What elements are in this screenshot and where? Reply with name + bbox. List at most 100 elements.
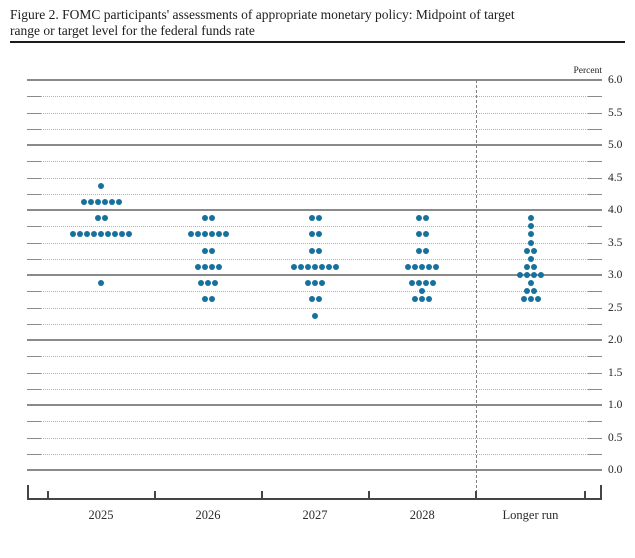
x-axis-label: Longer run xyxy=(502,508,559,522)
projection-dot xyxy=(105,231,111,238)
projection-dot xyxy=(429,280,436,287)
projection-dot xyxy=(527,231,534,238)
projection-dot xyxy=(531,247,537,254)
gridline-end-tick xyxy=(588,307,602,309)
gridline-end-tick xyxy=(27,291,41,293)
projection-dot xyxy=(312,263,318,270)
y-axis-tick-label: 1.0 xyxy=(608,399,623,411)
projection-dot xyxy=(333,263,339,270)
projection-dot xyxy=(415,215,422,222)
gridline-end-tick xyxy=(27,307,41,309)
y-axis-unit-label: Percent xyxy=(573,66,603,76)
projection-dot xyxy=(531,263,537,270)
x-axis-tick xyxy=(153,491,156,500)
minor-gridline xyxy=(27,453,602,455)
y-axis-tick-label: 6.0 xyxy=(608,74,623,86)
projection-dot xyxy=(194,231,201,238)
projection-dot xyxy=(527,296,534,303)
y-axis-tick-label: 5.0 xyxy=(608,139,623,151)
gridline-end-tick xyxy=(27,242,41,244)
gridline-end-tick xyxy=(27,161,41,163)
gridline-end-tick xyxy=(588,177,602,179)
y-axis-tick-label: 4.0 xyxy=(608,204,623,216)
minor-gridline xyxy=(27,193,602,195)
projection-dot xyxy=(187,231,194,238)
figure-title: Figure 2. FOMC participants' assessments… xyxy=(10,7,515,38)
minor-gridline xyxy=(27,291,602,293)
gridline-end-tick xyxy=(588,193,602,195)
projection-dot xyxy=(315,247,322,254)
projection-dot xyxy=(205,280,211,287)
minor-gridline xyxy=(27,258,602,260)
projection-dot xyxy=(419,296,426,303)
projection-dot xyxy=(408,280,415,287)
gridline-end-tick xyxy=(27,96,41,98)
projection-dot xyxy=(126,231,132,238)
gridline-end-tick xyxy=(588,388,602,390)
plot-area: Percent xyxy=(27,66,602,500)
gridline-end-tick xyxy=(588,258,602,260)
gridline-end-tick xyxy=(27,258,41,260)
gridline-end-tick xyxy=(588,112,602,114)
projection-dot xyxy=(326,263,332,270)
x-axis-line xyxy=(27,498,602,500)
x-axis-endcap xyxy=(27,485,29,500)
projection-dot xyxy=(422,280,429,287)
y-axis-tick-label: 5.5 xyxy=(608,106,623,119)
major-gridline xyxy=(27,209,602,211)
projection-dot xyxy=(201,215,208,222)
projection-dot xyxy=(201,247,208,254)
gridline-end-tick xyxy=(27,453,41,455)
gridline-end-tick xyxy=(27,437,41,439)
projection-dot xyxy=(319,280,325,287)
projection-dot xyxy=(101,198,108,205)
projection-dot xyxy=(527,223,534,230)
projection-dot xyxy=(108,198,115,205)
minor-gridline xyxy=(27,356,602,358)
y-axis-tick-label: 2.0 xyxy=(608,334,623,346)
major-gridline xyxy=(27,144,602,146)
projection-dot xyxy=(201,231,208,238)
projection-dot xyxy=(70,231,76,238)
projection-dot xyxy=(524,272,530,278)
x-axis-tick xyxy=(475,491,477,500)
projection-dot xyxy=(201,296,208,303)
projection-dot xyxy=(426,296,433,303)
major-gridline xyxy=(27,339,602,341)
y-axis-tick-label: 0.0 xyxy=(608,464,623,476)
x-axis-label: 2025 xyxy=(88,508,114,522)
projection-dot xyxy=(98,182,104,189)
gridline-end-tick xyxy=(588,453,602,455)
projection-dot xyxy=(422,215,429,222)
projection-dot xyxy=(115,198,122,205)
projection-dot xyxy=(80,198,87,205)
y-axis-tick-label: 3.0 xyxy=(608,269,623,281)
projection-dot xyxy=(433,263,440,270)
projection-dot xyxy=(194,263,201,270)
x-axis-label: 2028 xyxy=(409,508,435,522)
gridline-end-tick xyxy=(588,437,602,439)
projection-dot xyxy=(198,280,204,287)
projection-dot xyxy=(422,247,429,254)
projection-dot xyxy=(308,231,315,238)
longer-run-separator xyxy=(476,80,477,498)
gridline-end-tick xyxy=(588,291,602,293)
x-axis-endcap xyxy=(600,485,602,500)
projection-dot xyxy=(308,215,315,222)
minor-gridline xyxy=(27,161,602,163)
y-axis-tick-label: 0.5 xyxy=(608,431,623,444)
gridline-end-tick xyxy=(27,177,41,179)
projection-dot xyxy=(101,215,108,222)
major-gridline xyxy=(27,274,602,276)
projection-dot xyxy=(91,231,97,238)
projection-dot xyxy=(84,231,90,238)
projection-dot xyxy=(527,280,534,287)
gridline-end-tick xyxy=(27,356,41,358)
gridline-end-tick xyxy=(588,372,602,374)
y-axis-tick-label: 4.5 xyxy=(608,171,623,184)
projection-dot xyxy=(208,296,215,303)
minor-gridline xyxy=(27,128,602,130)
minor-gridline xyxy=(27,388,602,390)
projection-dot xyxy=(212,280,218,287)
minor-gridline xyxy=(27,307,602,309)
